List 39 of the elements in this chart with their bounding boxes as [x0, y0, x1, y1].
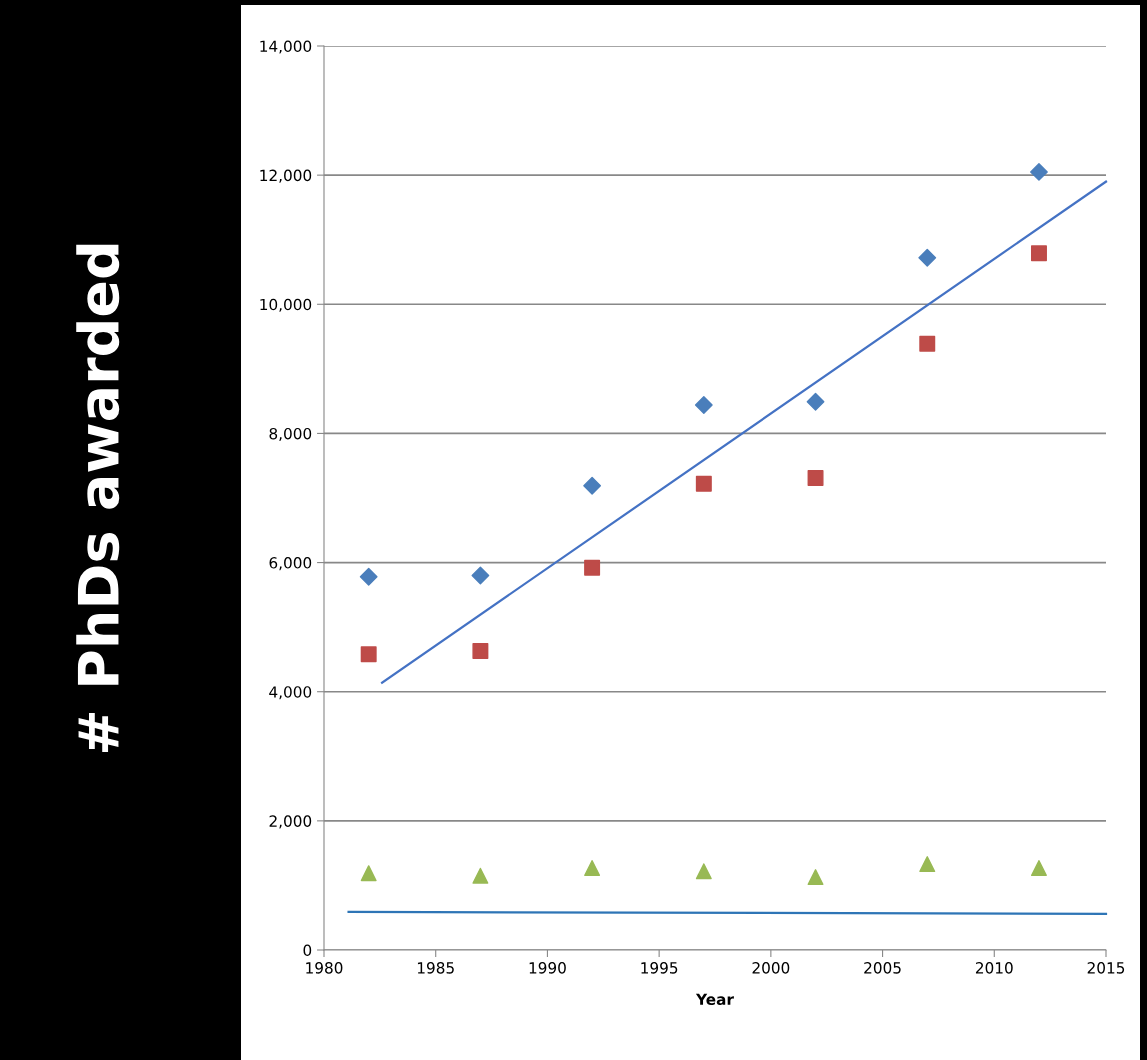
point: [472, 643, 489, 660]
y-tick-label: 4,000: [269, 686, 312, 700]
y-tick-label: 0: [303, 944, 312, 957]
point: [694, 396, 713, 414]
point: [359, 567, 378, 586]
point: [695, 863, 712, 880]
x-tick-label: 2015: [1087, 962, 1125, 974]
x-tick-label: 2000: [752, 962, 790, 974]
y-tick-label: 6,000: [269, 557, 312, 571]
point: [584, 860, 601, 876]
point: [360, 865, 377, 882]
y-axis-title: # PhDs awarded: [76, 244, 120, 753]
point: [695, 475, 712, 492]
x-tick-label: 2010: [975, 962, 1013, 974]
point: [472, 867, 489, 884]
x-tick-label: 1995: [641, 962, 678, 974]
point: [807, 869, 824, 886]
point: [1030, 163, 1048, 181]
point: [807, 470, 824, 486]
point: [919, 335, 936, 352]
y-tick-label: 2,000: [269, 815, 312, 829]
point: [1030, 245, 1047, 262]
point: [918, 248, 937, 267]
point: [1030, 860, 1047, 876]
point: [471, 566, 490, 585]
y-tick-label: 10,000: [260, 298, 312, 312]
point: [360, 646, 377, 663]
x-tick-label: 2005: [864, 962, 901, 974]
point: [583, 476, 602, 495]
x-tick-label: 1980: [306, 962, 343, 974]
point: [806, 392, 825, 411]
x-tick-label: 1990: [529, 962, 566, 974]
y-tick-label: 12,000: [260, 169, 312, 183]
point: [584, 559, 601, 576]
x-axis-title: Year: [695, 993, 734, 1006]
y-tick-label: 14,000: [260, 40, 312, 54]
y-tick-label: 8,000: [269, 427, 312, 442]
x-tick-label: 1985: [417, 962, 454, 974]
point: [919, 856, 936, 873]
